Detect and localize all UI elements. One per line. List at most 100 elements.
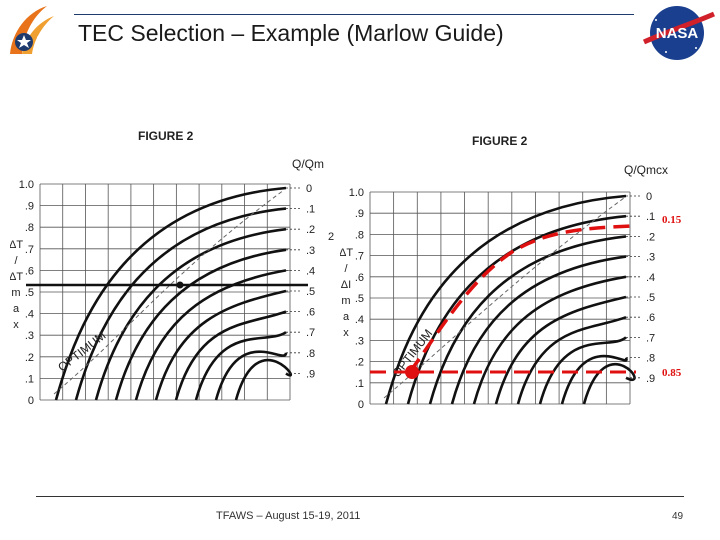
optimum-curve [53, 189, 285, 395]
q-curve [560, 354, 628, 405]
q-curve [214, 350, 288, 401]
y-tick-label: .9 [355, 208, 364, 220]
right-tick-label: .6 [646, 312, 655, 324]
y-label-part: / [14, 255, 18, 267]
y-tick-label: .3 [25, 330, 34, 342]
q-curve [74, 207, 287, 401]
y-axis-ticks: 1.0 .9 .8 .7 .6 .5 .4 .3 .2 .1 0 [349, 187, 364, 411]
curve-family [53, 186, 300, 401]
right-tick-label: .9 [646, 373, 655, 385]
y-tick-label: .2 [25, 352, 34, 364]
q-curve [154, 289, 287, 401]
y-axis-label: ΔT / ΔI max [340, 247, 353, 339]
q-curve [234, 358, 292, 401]
y-label-part: x [343, 327, 349, 339]
red-dashed-path [408, 224, 633, 374]
q-curve [472, 275, 627, 405]
q-curve [134, 269, 287, 401]
y-label-part: ΔT [10, 239, 23, 251]
y-tick-label: .1 [355, 378, 364, 390]
y-tick-label: .5 [355, 293, 364, 305]
figure-title: FIGURE 2 [138, 129, 194, 143]
y-tick-label: .1 [25, 373, 34, 385]
right-tick-label: .1 [306, 204, 315, 216]
right-tick-label: .1 [646, 211, 655, 223]
y-tick-label: .3 [355, 335, 364, 347]
right-tick-label: 0 [646, 191, 652, 203]
right-tick-label: .4 [306, 265, 315, 277]
y-tick-label: .2 [355, 357, 364, 369]
footer-rule [36, 496, 684, 497]
y-label-part: ΔI [341, 279, 351, 291]
figure-left: FIGURE 2 Q/Qm 1.0 .9 .8 .7 .6 .5 .4 .3 .2 .1 0 0 .1… [10, 129, 334, 407]
right-tick-label: .9 [306, 368, 315, 380]
y-tick-label: .5 [25, 287, 34, 299]
right-tick-label: 0 [306, 183, 312, 195]
curve-family [383, 194, 640, 405]
q-curve [450, 255, 627, 405]
right-tick-label: .6 [306, 307, 315, 319]
y-tick-label: .8 [25, 222, 34, 234]
q-curve [194, 331, 287, 401]
y-tick-label: .6 [355, 272, 364, 284]
figure-right: FIGURE 2 Q/Qmcx 1.0 .9 .8 .7 .6 .5 .4 .3 .2 .1 0 0… [340, 134, 682, 411]
right-tick-label: .2 [306, 224, 315, 236]
y-tick-label: .4 [355, 314, 364, 326]
title-rule [74, 14, 634, 15]
right-tick-label: .8 [306, 348, 315, 360]
y-axis-label: ΔT / ΔT max [10, 239, 23, 331]
annotation-top: 0.15 [662, 214, 682, 226]
y-tick-label: 1.0 [349, 187, 364, 199]
right-tick-label: .7 [646, 332, 655, 344]
q-curve [174, 310, 287, 401]
y-label-part: x [13, 319, 19, 331]
right-tick-label: .5 [306, 286, 315, 298]
right-tick-label: .8 [646, 353, 655, 365]
q-curve [494, 295, 627, 405]
page-number: 49 [672, 511, 684, 522]
q-curve [428, 235, 627, 405]
nasa-logo-icon: NASA [642, 6, 715, 60]
q-curve [582, 362, 636, 405]
y-label-part: ΔT [10, 271, 23, 283]
red-operating-point [405, 365, 419, 379]
annotation-bottom: 0.85 [662, 367, 682, 379]
right-tick-label: .7 [306, 327, 315, 339]
y-tick-label: 0 [28, 395, 34, 407]
right-tick-label: .4 [646, 272, 655, 284]
operating-point [176, 281, 184, 289]
extra-tick-label: 2 [328, 231, 334, 243]
y-label-part: m [11, 287, 20, 299]
page-title: TEC Selection – Example (Marlow Guide) [78, 20, 504, 46]
y-label-part: m [341, 295, 350, 307]
q-curve [54, 186, 287, 401]
svg-text:NASA: NASA [656, 25, 699, 42]
y-axis-ticks: 1.0 .9 .8 .7 .6 .5 .4 .3 .2 .1 0 [19, 179, 34, 407]
figure-title: FIGURE 2 [472, 134, 528, 148]
y-tick-label: 1.0 [19, 179, 34, 191]
right-axis-header: Q/Qmcx [624, 163, 668, 177]
right-tick-label: .5 [646, 292, 655, 304]
y-tick-label: .7 [25, 244, 34, 256]
right-axis-ticks: 0 .1 .2 .3 .4 .5 .6 .7 .8 .9 [306, 183, 315, 380]
y-tick-label: 0 [358, 399, 364, 411]
y-tick-label: .4 [25, 309, 34, 321]
q-curve [516, 315, 627, 405]
y-tick-label: .6 [25, 265, 34, 277]
y-label-part: a [343, 311, 350, 323]
right-tick-label: .3 [306, 245, 315, 257]
tfaws-logo-icon [10, 6, 54, 54]
y-tick-label: .8 [355, 229, 364, 241]
y-label-part: a [13, 303, 20, 315]
y-label-part: ΔT [340, 247, 353, 259]
y-tick-label: .9 [25, 201, 34, 213]
q-curve [94, 227, 287, 401]
q-curve [538, 336, 627, 405]
right-axis-header: Q/Qm [292, 157, 324, 171]
y-tick-label: .7 [355, 251, 364, 263]
right-tick-label: .2 [646, 231, 655, 243]
footer-text: TFAWS – August 15-19, 2011 [216, 510, 361, 522]
q-curve [114, 248, 287, 401]
y-label-part: / [344, 263, 348, 275]
q-curve [384, 194, 627, 405]
